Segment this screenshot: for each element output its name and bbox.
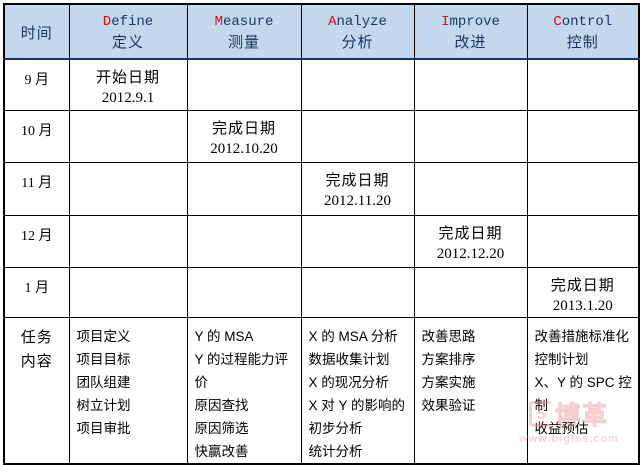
task-item: 树立计划 xyxy=(76,397,131,413)
date-value: 2013.1.20 xyxy=(552,297,613,314)
month-label: 9 月 xyxy=(3,58,70,111)
header-measure: Measure 测量 xyxy=(186,3,302,60)
task-item: X 的现况分析 xyxy=(308,374,389,390)
task-item: 方案排序 xyxy=(421,351,476,367)
empty-cell xyxy=(300,58,415,111)
phase-zh-define: 定义 xyxy=(111,34,144,51)
empty-cell xyxy=(68,161,188,216)
task-content-row: 任务 内容 项目定义 项目目标 团队组建 树立计划 项目审批 Y 的 MSA Y… xyxy=(3,316,640,464)
task-item: X 的 MSA 分析 xyxy=(308,328,398,344)
empty-cell xyxy=(526,58,640,111)
date-value: 2012.12.20 xyxy=(436,245,505,262)
task-item: 改善措施标准化 xyxy=(534,328,630,344)
task-list-define: 项目定义 项目目标 团队组建 树立计划 项目审批 xyxy=(68,316,188,464)
empty-cell xyxy=(300,109,415,163)
empty-cell xyxy=(300,266,415,318)
header-control: Control 控制 xyxy=(526,3,640,60)
task-item: 方案实施 xyxy=(421,374,476,390)
empty-cell xyxy=(68,214,188,268)
task-item: 原因查找 xyxy=(194,397,249,413)
schedule-row-november: 11 月 完成日期 2012.11.20 xyxy=(3,161,640,216)
task-item: 数据收集计划 xyxy=(308,351,390,367)
phase-name-improve: Improve xyxy=(441,14,500,30)
date-title: 开始日期 xyxy=(95,69,160,86)
month-label: 10 月 xyxy=(3,109,70,163)
empty-cell xyxy=(413,161,528,216)
phase-name-control: Control xyxy=(553,14,613,30)
empty-cell xyxy=(186,266,302,318)
task-list-analyze: X 的 MSA 分析 数据收集计划 X 的现况分析 X 对 Y 的影响的初步分析… xyxy=(300,316,415,464)
dmaic-schedule-table: 时间 Define 定义 Measure 测量 Analyze 分析 Impro… xyxy=(3,3,640,465)
header-row: 时间 Define 定义 Measure 测量 Analyze 分析 Impro… xyxy=(3,3,640,60)
empty-cell xyxy=(68,266,188,318)
empty-cell xyxy=(413,109,528,163)
task-item: 控制计划 xyxy=(534,351,589,367)
date-title: 完成日期 xyxy=(550,276,615,294)
task-item: 项目审批 xyxy=(76,420,131,436)
month-label: 1 月 xyxy=(3,266,70,318)
phase-zh-control: 控制 xyxy=(566,34,599,51)
empty-cell xyxy=(186,58,302,111)
task-item: 项目目标 xyxy=(76,351,131,367)
date-value: 2012.10.20 xyxy=(210,140,278,157)
empty-cell xyxy=(300,214,415,268)
schedule-row-october: 10 月 完成日期 2012.10.20 xyxy=(3,109,640,163)
task-item: 统计分析 xyxy=(308,443,363,459)
task-list-improve: 改善思路 方案排序 方案实施 效果验证 xyxy=(413,316,528,464)
date-cell-improve: 完成日期 2012.12.20 xyxy=(413,214,528,268)
task-item: 原因筛选 xyxy=(194,420,249,436)
header-define: Define 定义 xyxy=(68,3,188,60)
schedule-row-december: 12 月 完成日期 2012.12.20 xyxy=(3,214,640,268)
empty-cell xyxy=(186,214,302,268)
phase-zh-improve: 改进 xyxy=(454,34,487,51)
task-item: 效果验证 xyxy=(421,397,476,413)
schedule-row-september: 9 月 开始日期 2012.9.1 xyxy=(3,58,640,111)
empty-cell xyxy=(526,161,640,216)
task-list-control: 改善措施标准化 控制计划 X、Y 的 SPC 控制 收益预估 xyxy=(526,316,640,464)
date-cell-analyze: 完成日期 2012.11.20 xyxy=(300,161,415,216)
header-time: 时间 xyxy=(3,3,70,60)
task-item: X 对 Y 的影响的初步分析 xyxy=(308,397,406,436)
month-label: 12 月 xyxy=(3,214,70,268)
header-analyze: Analyze 分析 xyxy=(300,3,415,60)
task-row-label: 任务 内容 xyxy=(3,316,70,464)
phase-name-define: Define xyxy=(102,14,154,30)
task-item: Y 的 MSA xyxy=(194,328,254,344)
phase-zh-measure: 测量 xyxy=(227,34,260,51)
task-item: 收益预估 xyxy=(534,420,589,436)
task-item: 团队组建 xyxy=(76,374,131,390)
phase-zh-analyze: 分析 xyxy=(341,34,374,51)
empty-cell xyxy=(413,266,528,318)
task-item: 项目定义 xyxy=(76,328,131,344)
date-title: 完成日期 xyxy=(438,224,503,242)
empty-cell xyxy=(186,161,302,216)
task-list-measure: Y 的 MSA Y 的过程能力评价 原因查找 原因筛选 快赢改善 xyxy=(186,316,302,464)
schedule-row-january: 1 月 完成日期 2013.1.20 xyxy=(3,266,640,318)
empty-cell xyxy=(526,214,640,268)
empty-cell xyxy=(68,109,188,163)
header-improve: Improve 改进 xyxy=(413,3,528,60)
phase-name-measure: Measure xyxy=(214,14,274,30)
empty-cell xyxy=(526,109,640,163)
date-cell-measure: 完成日期 2012.10.20 xyxy=(186,109,302,163)
date-cell-control: 完成日期 2013.1.20 xyxy=(526,266,640,318)
empty-cell xyxy=(413,58,528,111)
task-item: X、Y 的 SPC 控制 xyxy=(534,374,632,413)
task-item: Y 的过程能力评价 xyxy=(194,351,289,390)
date-value: 2012.11.20 xyxy=(324,192,391,209)
phase-name-analyze: Analyze xyxy=(328,14,387,30)
date-value: 2012.9.1 xyxy=(101,90,155,106)
date-cell-define: 开始日期 2012.9.1 xyxy=(68,58,188,111)
task-item: 改善思路 xyxy=(421,328,476,344)
date-title: 完成日期 xyxy=(211,119,276,137)
month-label: 11 月 xyxy=(3,161,70,216)
date-title: 完成日期 xyxy=(325,171,390,189)
task-item: 快赢改善 xyxy=(194,443,249,459)
